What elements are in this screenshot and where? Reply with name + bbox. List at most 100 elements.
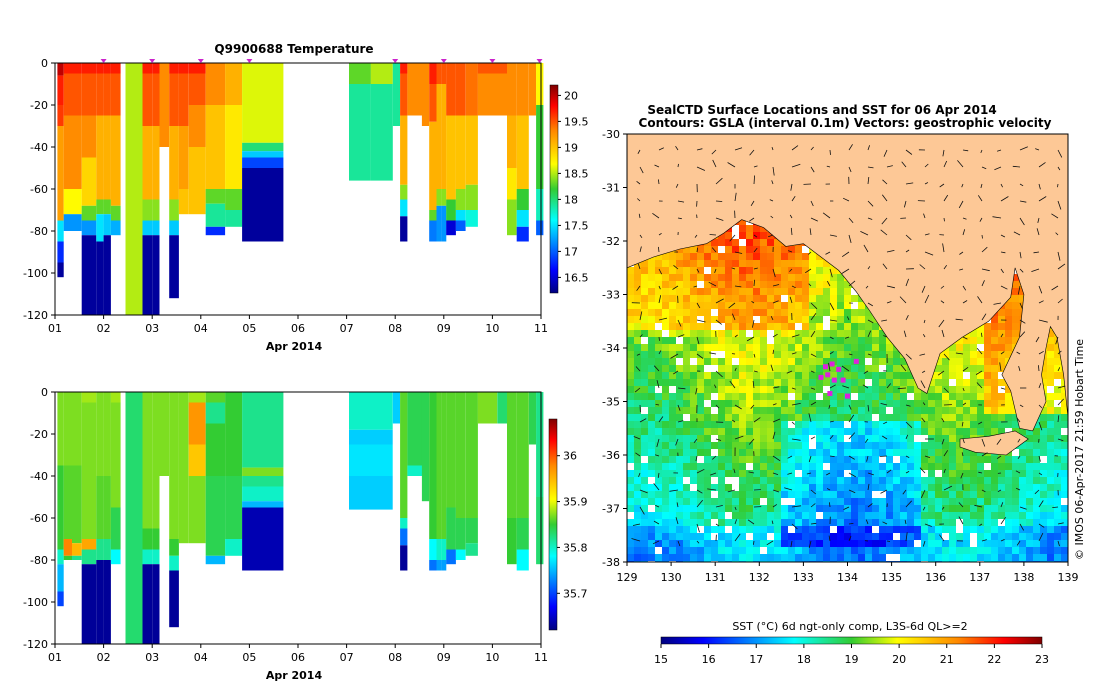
salinity-profile-cell [225,392,243,476]
sst-cell [781,253,788,260]
velocity-vector [789,296,793,304]
sst-cell [753,344,760,351]
sst-cell [942,365,949,372]
sst-cell [1033,540,1040,547]
temperature-profile-cell [242,142,284,152]
sst-cell [1040,547,1047,554]
sst-cell [991,344,998,351]
sst-cell [1054,379,1061,386]
velocity-vector [637,149,641,154]
velocity-vector [1057,415,1060,423]
sst-cell [942,540,949,547]
velocity-vector [829,435,834,440]
sst-cell [977,330,984,337]
sst-cell [928,554,935,561]
sst-cell [1026,428,1033,435]
velocity-vector [1019,302,1023,309]
sst-cell [746,484,753,491]
velocity-vector [810,330,816,338]
velocity-vector [848,523,854,525]
salinity-profile-cell [57,392,64,466]
sst-cell [627,491,634,498]
sst-cell [830,484,837,491]
sst-cell [928,456,935,463]
sst-cell [844,344,851,351]
sst-cell [662,512,669,519]
velocity-vector [658,232,662,236]
sst-cell [795,498,802,505]
sst-cell [837,547,844,554]
sst-colorbar-tick-label: 21 [940,653,954,666]
sst-cell [634,449,641,456]
sst-cell [1040,379,1047,386]
velocity-vector [921,417,926,423]
velocity-vector [677,334,685,338]
sst-cell [963,428,970,435]
sst-cell [718,449,725,456]
sst-cell [851,533,858,540]
sst-cell [858,484,865,491]
velocity-vector [1000,251,1006,254]
sst-cell [697,512,704,519]
sst-cell [795,477,802,484]
sst-cell [655,274,662,281]
sst-cell [669,456,676,463]
sst-cell [634,288,641,295]
temperature-profile-cell [178,73,189,126]
sst-cell [823,491,830,498]
sst-cell [1026,540,1033,547]
sst-cell [753,491,760,498]
sst-cell [956,400,963,407]
sst-cell [858,540,865,547]
map-x-tick-label: 135 [881,571,902,584]
sst-cell [809,372,816,379]
sst-cell [711,330,718,337]
sst-cell [718,330,725,337]
sst-cell [844,505,851,512]
sst-cell [774,442,781,449]
sst-cell [1047,519,1054,526]
sst-cell [977,358,984,365]
sst-cell [991,414,998,421]
velocity-vector [922,506,926,511]
sst-cell [634,435,641,442]
sst-cell [837,309,844,316]
velocity-vector [975,370,983,375]
sst-cell [753,309,760,316]
velocity-vector [886,469,892,474]
sst-cell [984,351,991,358]
sst-cell [949,491,956,498]
sst-cell [963,407,970,414]
sst-cell [900,540,907,547]
velocity-vector [848,489,856,494]
sst-cell [858,428,865,435]
sst-cell [760,442,767,449]
velocity-vector [696,353,704,359]
velocity-vector [825,251,831,255]
sst-cell [676,267,683,274]
sst-cell [837,379,844,386]
sst-cell [956,414,963,421]
velocity-vector [696,468,705,474]
sst-cell [753,239,760,246]
sst-cell [1012,449,1019,456]
sst-cell [949,351,956,358]
sst-cell [935,400,942,407]
sst-cell [823,498,830,505]
sst-cell [1033,442,1040,449]
sst-cell [977,512,984,519]
velocity-vector [829,234,837,237]
salinity-profile-cell [446,392,456,508]
sst-cell [697,491,704,498]
sst-cell [886,379,893,386]
sst-cell [704,456,711,463]
sst-cell [676,344,683,351]
sst-cell [970,372,977,379]
sst-cell [879,491,886,498]
sst-cell [774,414,781,421]
sst-cell [1012,505,1019,512]
temperature-colorbar-tick-label: 17.5 [564,219,589,232]
sst-cell [991,554,998,561]
temperature-profile-cell [536,63,544,105]
sst-cell [774,540,781,547]
